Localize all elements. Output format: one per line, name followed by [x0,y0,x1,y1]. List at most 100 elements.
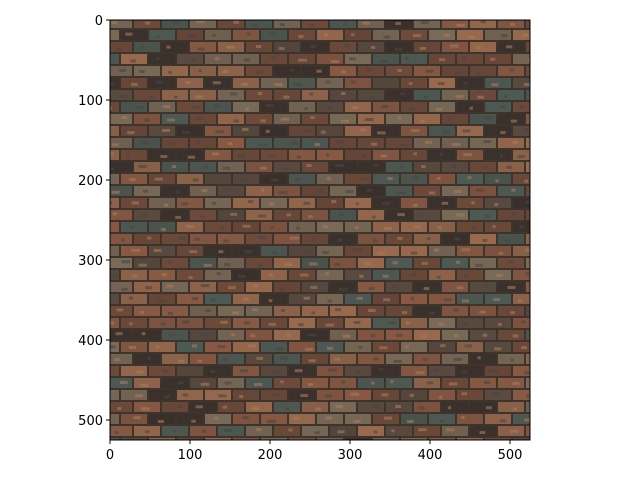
brick-speckle [245,107,249,111]
brick [246,138,272,148]
brick-speckle [324,33,328,37]
brick [414,42,440,52]
brick-speckle [325,272,329,276]
brick-speckle [103,393,106,396]
brick [110,294,119,304]
brick [134,162,160,172]
brick [110,30,119,40]
brick-speckle [448,382,458,386]
brick [177,342,203,352]
brick-speckle [453,190,462,194]
brick [233,102,259,112]
brick [121,126,147,136]
brick [358,138,384,148]
brick-speckle [242,224,251,228]
brick-speckle [372,239,378,243]
brick [190,42,216,52]
brick-speckle [194,237,201,241]
brick [317,270,343,280]
brick [190,402,216,412]
brick-speckle [517,299,522,303]
brick [386,186,412,196]
brick-speckle [370,334,376,338]
brick [177,438,203,440]
brick [345,342,371,352]
brick-speckle [422,334,427,338]
brick [470,282,496,292]
brick-speckle [429,311,435,315]
brick [190,354,216,364]
brick-speckle [121,238,125,242]
brick-speckle [192,105,200,109]
brick-speckle [246,32,251,36]
brick-speckle [476,188,485,192]
brick [121,438,147,440]
brick-speckle [354,226,359,230]
brick [513,54,530,64]
brick-speckle [454,237,461,241]
brick-speckle [525,272,530,276]
brick-speckle [254,383,263,386]
brick-speckle [110,106,113,110]
brick-speckle [373,430,378,434]
brick-speckle [271,178,279,182]
brick-speckle [244,444,252,447]
x-tick-label: 500 [498,448,523,463]
brick [121,294,147,304]
brick [261,246,287,256]
brick [442,114,468,124]
brick-speckle [523,83,530,86]
brick-speckle [268,322,276,326]
brick [457,54,483,64]
brick [498,378,524,388]
brick-speckle [222,70,228,73]
brick [526,20,530,28]
brick-speckle [141,332,146,336]
brick [205,246,231,256]
brick [289,318,315,328]
brick [513,150,530,160]
brick-speckle [353,321,361,324]
brick-speckle [252,23,258,27]
x-tick-label: 100 [178,448,203,463]
brick-speckle [131,83,138,86]
brick [289,342,315,352]
x-tick-label: 300 [338,448,363,463]
brick-speckle [268,299,273,303]
brick-speckle [139,70,145,73]
brick [358,354,384,364]
brick [442,66,468,76]
brick [218,306,244,316]
brick [302,114,328,124]
brick-speckle [200,382,210,386]
brick [233,438,259,440]
brick-speckle [310,285,318,289]
brick-speckle [274,83,283,86]
brick [345,270,371,280]
brick-speckle [381,201,391,205]
brick [526,330,530,340]
brick-speckle [228,286,236,290]
brick-speckle [141,140,150,144]
brick-speckle [456,213,465,217]
brick-speckle [232,311,240,315]
brick-speckle [534,263,542,266]
brick-speckle [362,21,370,25]
brick-speckle [354,370,362,374]
brick [470,378,496,388]
brick-speckle [140,46,146,50]
brick-speckle [303,201,310,205]
brick-speckle [424,140,433,144]
brick-speckle [480,20,486,24]
brick-speckle [181,202,189,206]
brick [302,66,328,76]
brick-speckle [511,188,516,192]
brick-speckle [310,116,315,120]
brick [386,426,412,436]
brick-speckle [415,371,425,375]
brick-speckle [526,442,531,445]
brick-speckle [467,36,475,39]
brick [274,258,300,268]
brick-speckle [248,344,257,348]
x-tick-label: 0 [106,448,114,463]
